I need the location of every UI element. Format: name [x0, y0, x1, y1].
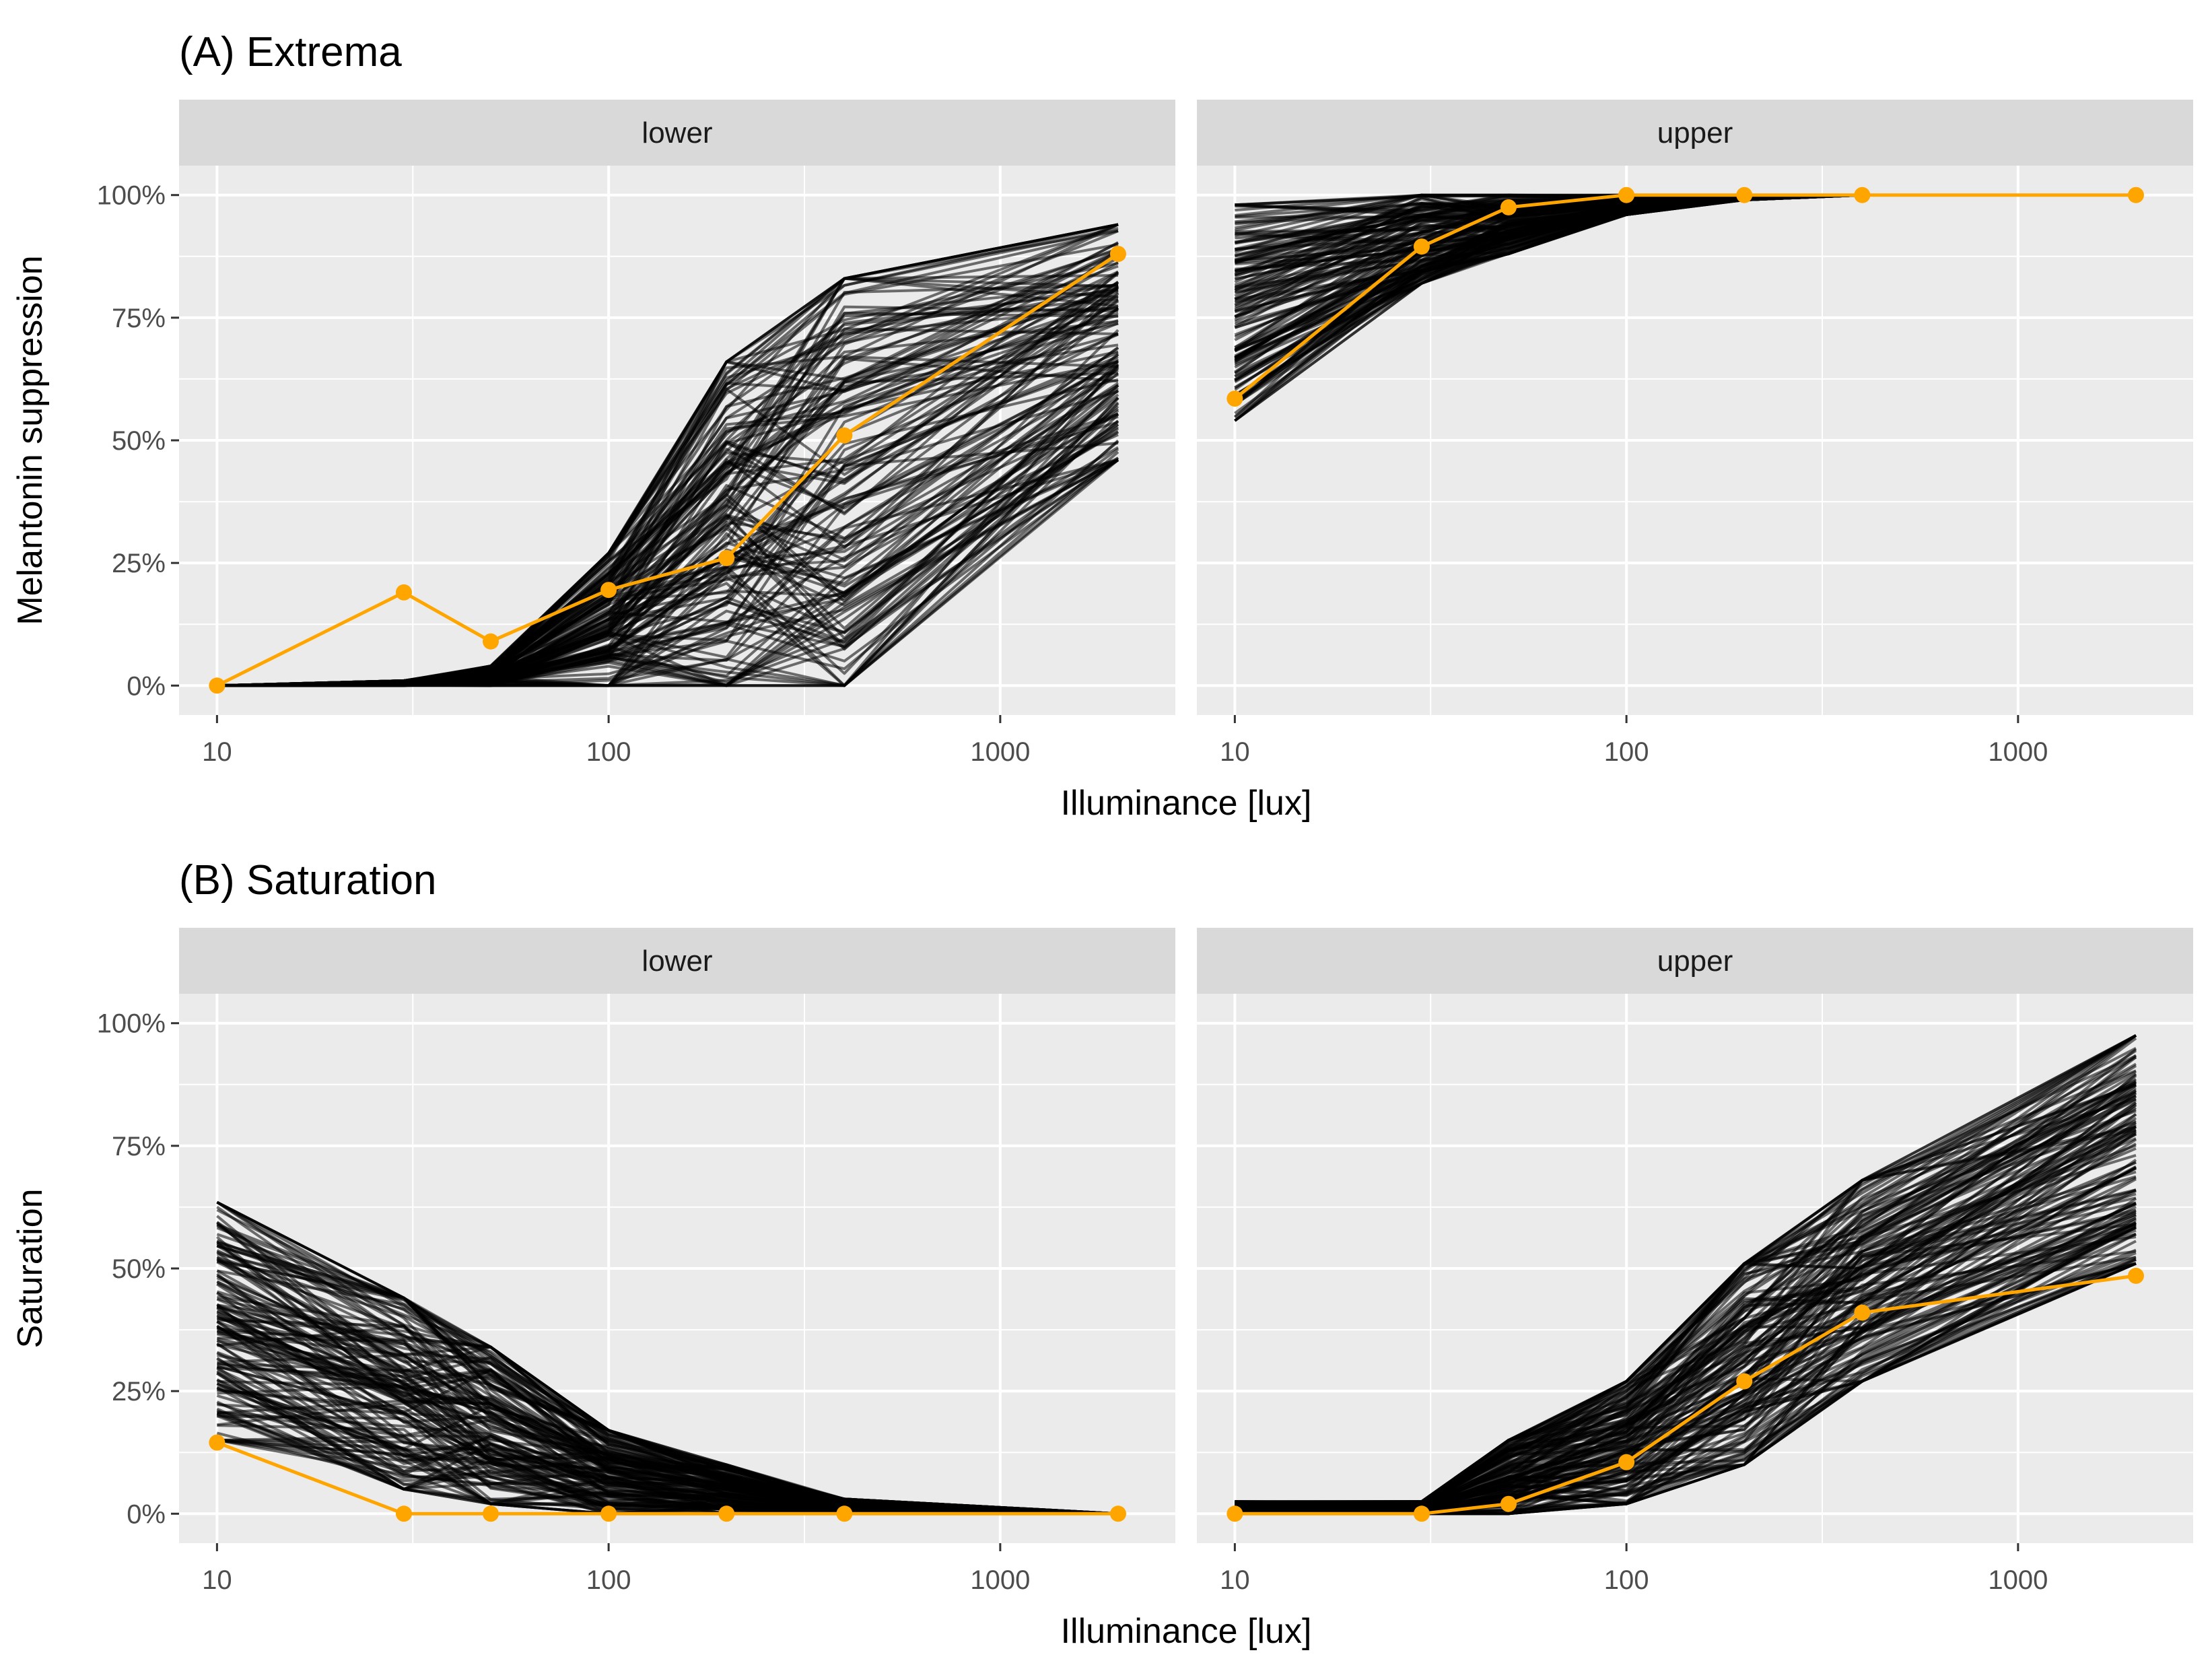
x-tick-label: 1000: [1988, 737, 2048, 767]
x-tick-label: 100: [1604, 1565, 1649, 1595]
highlight-point: [209, 677, 226, 694]
highlight-point: [600, 582, 617, 599]
highlight-point: [1500, 1495, 1517, 1512]
highlight-point: [2127, 1267, 2144, 1284]
highlight-point: [1854, 186, 1871, 203]
ensemble-line: [217, 223, 1119, 687]
highlight-point: [395, 1505, 412, 1522]
y-tick-label: 75%: [112, 304, 166, 333]
highlight-point: [1736, 186, 1753, 203]
y-tick-label: 100%: [97, 1009, 166, 1039]
panel-upper: upper 10 100 1000: [1197, 100, 2193, 767]
facet-strip: [1197, 100, 2193, 166]
y-tick-label: 0%: [127, 671, 166, 701]
y-tick-label: 50%: [112, 1254, 166, 1284]
x-tick-label: 10: [202, 1565, 232, 1595]
x-tick-label: 100: [1604, 737, 1649, 767]
y-tick-label: 25%: [112, 1377, 166, 1406]
x-tick-label: 10: [1220, 1565, 1250, 1595]
chart-title: (B) Saturation: [179, 857, 437, 904]
x-tick-label: 1000: [970, 1565, 1030, 1595]
chart-saturation: (B) Saturation lower 10 100 1000 0% 25% 50% 75% 1…: [11, 857, 2193, 1651]
x-tick-label: 100: [586, 1565, 631, 1595]
highlight-point: [836, 427, 853, 444]
panel-lower: lower 10 100 1000 0% 25% 50% 75% 100%: [97, 100, 1175, 767]
highlight-point: [1109, 1505, 1126, 1522]
facet-strip-label: upper: [1657, 945, 1733, 978]
panel-lower: lower 10 100 1000 0% 25% 50% 75% 100%: [97, 928, 1175, 1595]
x-tick-label: 100: [586, 737, 631, 767]
y-tick-label: 50%: [112, 426, 166, 456]
highlight-point: [1500, 199, 1517, 215]
chart-extrema: (A) Extrema lower 10 100 1000 0% 25% 50% 75% 100%…: [11, 29, 2193, 823]
ensemble-line: [1235, 1047, 2137, 1505]
y-tick-label: 100%: [97, 181, 166, 211]
highlight-point: [600, 1505, 617, 1522]
y-tick-label: 25%: [112, 549, 166, 578]
x-axis-title: Illuminance [lux]: [1061, 784, 1312, 823]
highlight-point: [1226, 391, 1243, 407]
x-tick-label: 10: [202, 737, 232, 767]
highlight-point: [1413, 1505, 1430, 1522]
highlight-point: [482, 1505, 499, 1522]
y-axis-title: Melantonin suppression: [11, 255, 50, 625]
y-axis-title: Saturation: [11, 1188, 50, 1348]
chart-title: (A) Extrema: [179, 29, 402, 75]
facet-strip: [179, 928, 1175, 994]
x-tick-label: 1000: [1988, 1565, 2048, 1595]
panel-upper: upper 10 100 1000: [1197, 928, 2193, 1595]
highlight-point: [1109, 246, 1126, 263]
y-tick-label: 75%: [112, 1132, 166, 1161]
y-tick-label: 0%: [127, 1499, 166, 1529]
highlight-point: [395, 584, 412, 601]
highlight-point: [1618, 1454, 1635, 1470]
highlight-point: [1226, 1505, 1243, 1522]
facet-strip-label: lower: [642, 116, 712, 149]
x-tick-label: 1000: [970, 737, 1030, 767]
highlight-point: [1618, 186, 1635, 203]
facet-strip-label: upper: [1657, 116, 1733, 149]
highlight-point: [209, 1434, 226, 1451]
highlight-point: [1854, 1304, 1871, 1321]
highlight-point: [836, 1505, 853, 1522]
facet-strip-label: lower: [642, 945, 712, 978]
facet-strip: [1197, 928, 2193, 994]
highlight-point: [1413, 238, 1430, 255]
highlight-point: [2127, 186, 2144, 203]
highlight-point: [718, 1505, 735, 1522]
x-tick-label: 10: [1220, 737, 1250, 767]
highlight-point: [1736, 1373, 1753, 1390]
x-axis-title: Illuminance [lux]: [1061, 1612, 1312, 1651]
ensemble-line: [216, 1200, 1119, 1516]
facet-strip: [179, 100, 1175, 166]
highlight-point: [718, 549, 735, 566]
highlight-point: [482, 633, 499, 650]
